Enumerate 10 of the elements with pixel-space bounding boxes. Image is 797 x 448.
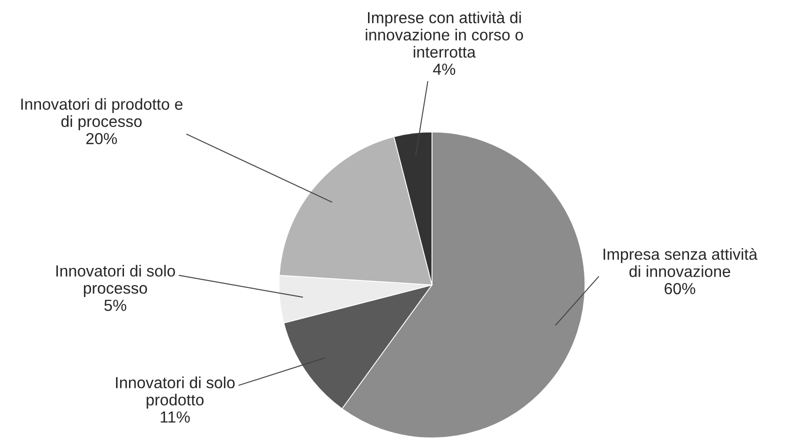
slice-label: Innovatori di solo processo xyxy=(56,264,175,297)
data-label: 11% xyxy=(160,411,190,423)
slice-label: Innovatori di solo prodotto xyxy=(116,376,235,409)
slice-label: Imprese con attività di innovazione in corso o interrotta xyxy=(366,11,524,58)
data-label: 60% xyxy=(664,282,696,294)
slice-label: Innovatori di prodotto e di processo xyxy=(21,98,182,130)
data-label: 20% xyxy=(86,132,117,144)
data-label: 5% xyxy=(104,300,126,312)
data-label: 4% xyxy=(433,64,456,75)
slice-label: Impresa senza attività di innovazione xyxy=(604,248,758,278)
